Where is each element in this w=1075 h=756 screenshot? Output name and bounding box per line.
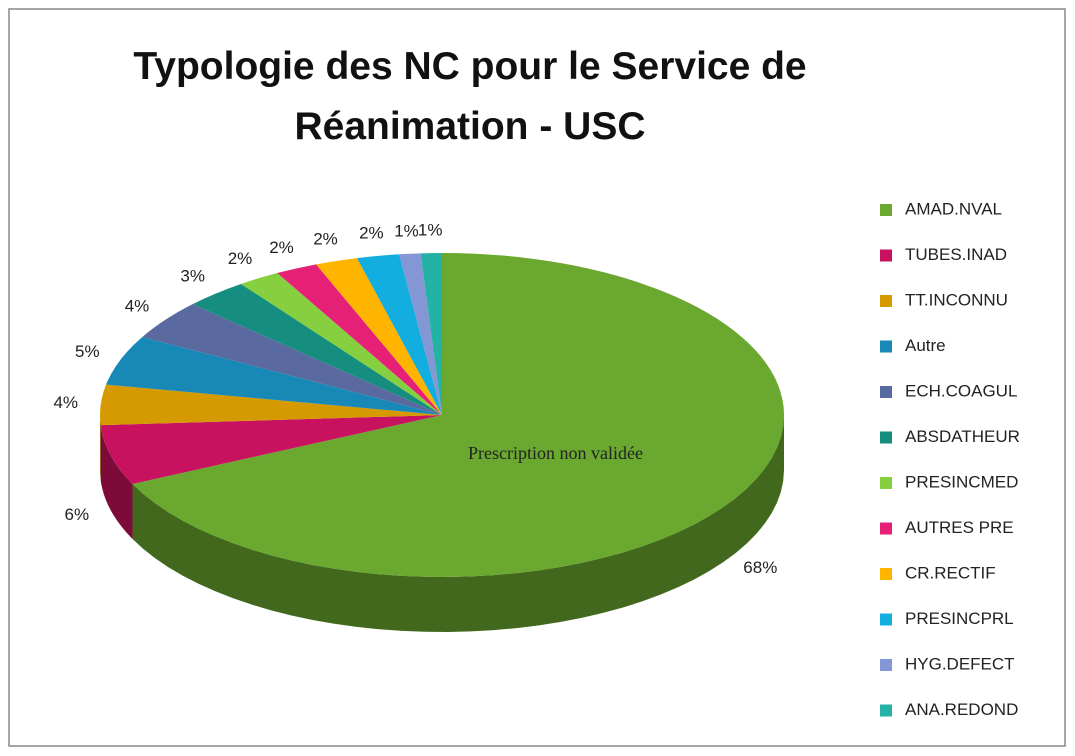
chart-title: Réanimation - USC bbox=[294, 105, 646, 148]
data-label: 6% bbox=[65, 505, 90, 524]
legend-swatch bbox=[880, 340, 892, 353]
legend-swatch bbox=[880, 704, 892, 717]
slice bbox=[142, 304, 443, 415]
legend-label: PRESINCPRL bbox=[905, 609, 1014, 628]
legend-swatch bbox=[880, 477, 892, 489]
legend-swatch bbox=[880, 204, 892, 216]
data-label: 68% bbox=[743, 558, 777, 577]
legend-swatch bbox=[880, 249, 892, 262]
slice bbox=[420, 253, 442, 415]
legend-swatch bbox=[880, 386, 892, 398]
legend-swatch bbox=[880, 568, 892, 580]
slice-side bbox=[132, 415, 785, 632]
slice bbox=[192, 283, 442, 415]
slice-side bbox=[100, 425, 133, 539]
legend-label: PRESINCMED bbox=[905, 472, 1018, 491]
legend-label: TT.INCONNU bbox=[905, 290, 1008, 309]
slice-side bbox=[100, 415, 101, 481]
data-label: 2% bbox=[269, 238, 294, 257]
data-label: 2% bbox=[313, 229, 338, 248]
slice bbox=[277, 264, 442, 415]
legend-label: CR.RECTIF bbox=[905, 563, 996, 582]
legend-label: AUTRES PRE bbox=[905, 518, 1014, 537]
legend-label: AMAD.NVAL bbox=[905, 199, 1002, 218]
legend-swatch bbox=[880, 613, 892, 626]
data-label: 4% bbox=[53, 393, 78, 412]
chart-title: Typologie des NC pour le Service de bbox=[133, 45, 807, 88]
legend-label: ANA.REDOND bbox=[905, 700, 1018, 719]
legend-label: ECH.COAGUL bbox=[905, 381, 1017, 400]
slice bbox=[240, 273, 442, 415]
data-label: 4% bbox=[125, 296, 150, 315]
legend-swatch bbox=[880, 295, 892, 307]
slice bbox=[316, 258, 442, 415]
slice bbox=[356, 254, 442, 415]
legend-swatch bbox=[880, 659, 892, 671]
data-label: 5% bbox=[75, 342, 100, 361]
data-label: 2% bbox=[228, 249, 253, 268]
data-label: 3% bbox=[180, 266, 205, 285]
legend-label: HYG.DEFECT bbox=[905, 654, 1015, 673]
legend-label: TUBES.INAD bbox=[905, 245, 1007, 264]
slice bbox=[100, 384, 443, 426]
legend-label: Autre bbox=[905, 336, 946, 355]
legend-label: ABSDATHEUR bbox=[905, 427, 1020, 446]
data-label: 1% bbox=[418, 221, 443, 240]
legend-swatch bbox=[880, 431, 892, 444]
slice bbox=[106, 336, 442, 415]
legend-swatch bbox=[880, 522, 892, 535]
data-label: 2% bbox=[359, 224, 384, 243]
data-label: 1% bbox=[394, 221, 419, 240]
slice bbox=[132, 253, 784, 577]
annotation: Prescription non validée bbox=[468, 443, 643, 463]
slice bbox=[399, 253, 442, 415]
slice bbox=[100, 415, 442, 484]
